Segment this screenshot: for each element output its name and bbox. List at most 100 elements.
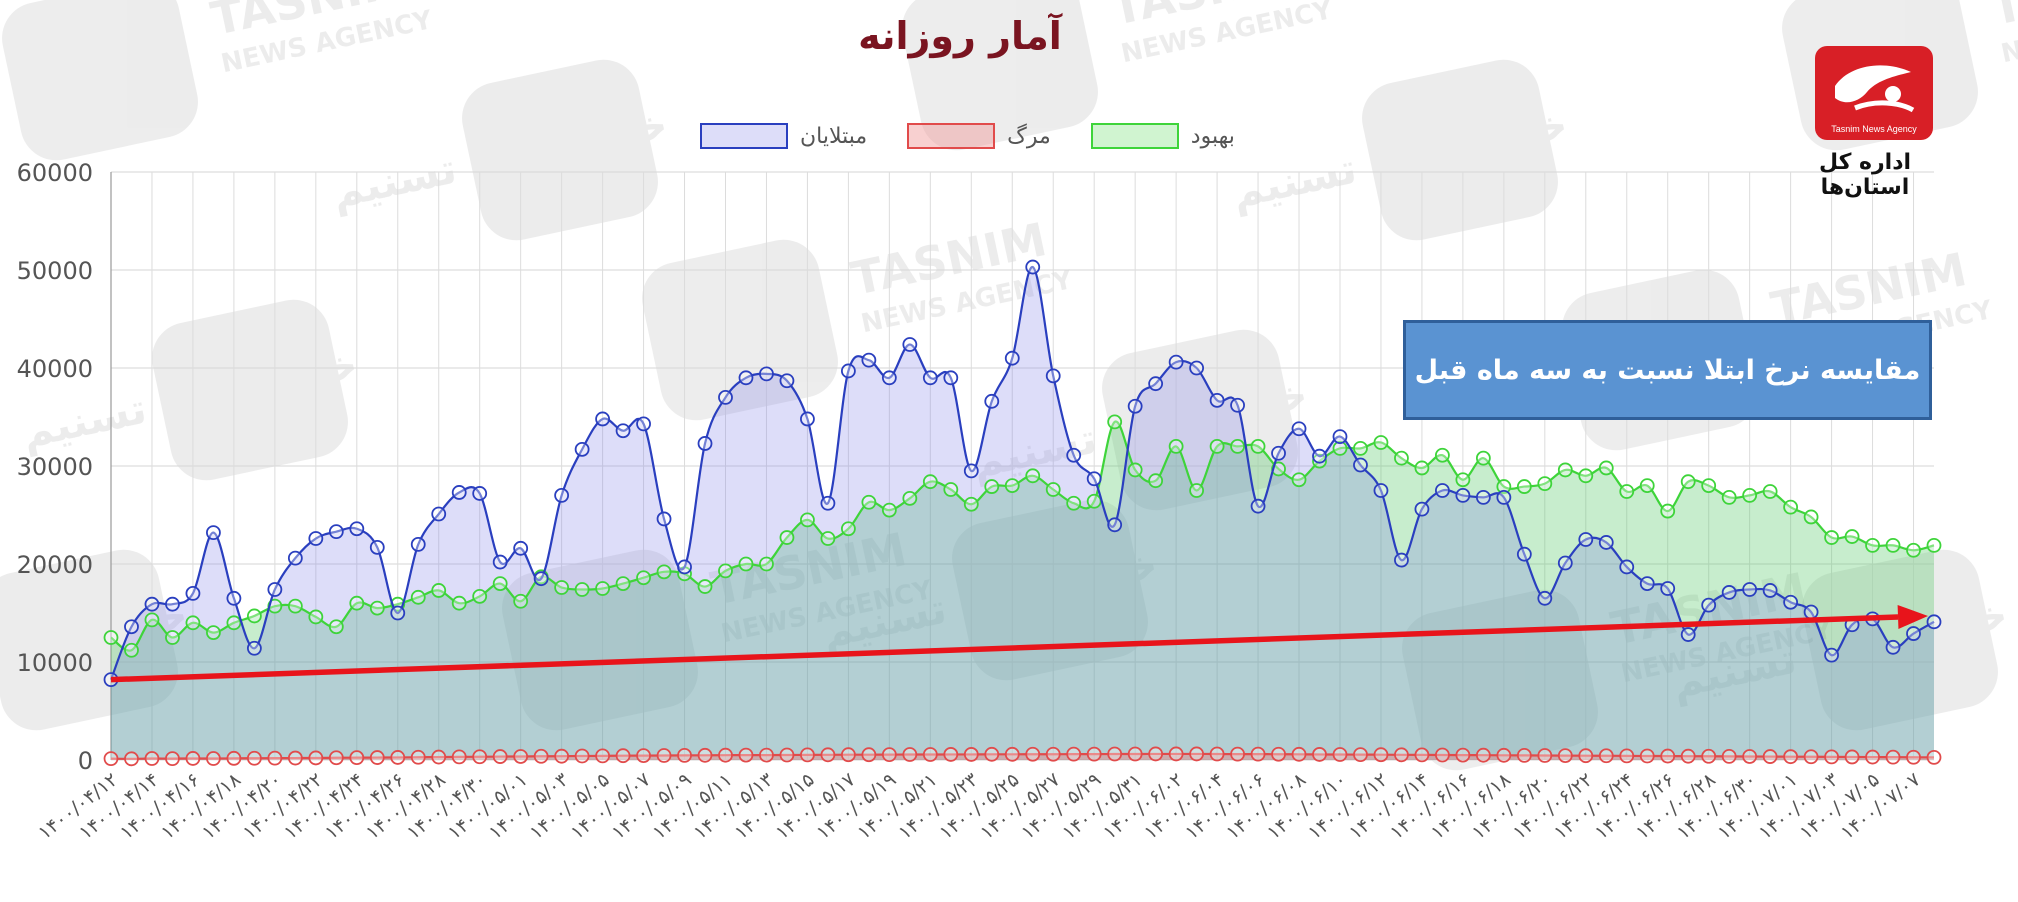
data-point-death[interactable] [881, 747, 897, 763]
data-point-death[interactable] [615, 748, 631, 764]
data-point-recovered[interactable] [1435, 447, 1450, 463]
data-point-recovered[interactable] [820, 531, 836, 546]
data-point-infected[interactable] [800, 411, 815, 427]
data-point-death[interactable] [1824, 749, 1839, 765]
data-point-death[interactable] [1127, 746, 1143, 762]
data-point-recovered[interactable] [1168, 438, 1184, 454]
data-point-infected[interactable] [267, 582, 283, 597]
data-point-infected[interactable] [677, 559, 692, 575]
data-point-infected[interactable] [1537, 590, 1553, 606]
data-point-death[interactable] [1783, 749, 1799, 765]
data-point-infected[interactable] [615, 423, 631, 439]
data-point-infected[interactable] [206, 525, 221, 541]
data-point-infected[interactable] [1516, 546, 1532, 562]
data-point-infected[interactable] [861, 352, 877, 368]
data-point-infected[interactable] [472, 486, 488, 501]
data-point-death[interactable] [1148, 746, 1164, 762]
data-point-death[interactable] [472, 749, 488, 765]
data-point-infected[interactable] [1578, 532, 1594, 547]
data-point-infected[interactable] [1906, 626, 1921, 641]
data-point-death[interactable] [820, 747, 836, 763]
data-point-infected[interactable] [1414, 501, 1430, 517]
data-point-infected[interactable] [144, 596, 160, 612]
data-point-infected[interactable] [533, 571, 549, 587]
data-point-recovered[interactable] [963, 496, 979, 512]
data-point-death[interactable] [636, 748, 651, 763]
data-point-death[interactable] [1680, 748, 1696, 764]
data-point-infected[interactable] [1660, 581, 1676, 596]
data-point-infected[interactable] [349, 521, 365, 537]
data-point-death[interactable] [1189, 746, 1205, 762]
data-point-recovered[interactable] [410, 589, 426, 605]
data-point-recovered[interactable] [1619, 484, 1635, 499]
data-point-recovered[interactable] [574, 582, 590, 597]
data-point-infected[interactable] [1250, 498, 1266, 514]
data-point-infected[interactable] [1045, 368, 1061, 384]
data-point-recovered[interactable] [636, 570, 651, 586]
data-point-death[interactable] [1004, 746, 1020, 762]
data-point-infected[interactable] [595, 411, 610, 427]
data-point-infected[interactable] [1394, 552, 1409, 568]
data-point-death[interactable] [1353, 747, 1368, 763]
data-point-death[interactable] [513, 749, 529, 764]
data-point-recovered[interactable] [922, 474, 938, 490]
data-point-infected[interactable] [902, 337, 918, 352]
data-point-death[interactable] [1312, 747, 1327, 762]
data-point-death[interactable] [1373, 747, 1389, 763]
data-point-infected[interactable] [1435, 483, 1450, 498]
data-point-recovered[interactable] [1783, 499, 1799, 515]
data-point-death[interactable] [246, 750, 262, 766]
data-point-recovered[interactable] [554, 580, 570, 595]
data-point-recovered[interactable] [881, 502, 897, 518]
data-point-death[interactable] [963, 747, 979, 762]
data-point-recovered[interactable] [1557, 462, 1573, 478]
data-point-infected[interactable] [718, 389, 733, 405]
legend-item-death[interactable]: مرگ [907, 123, 1051, 149]
data-point-death[interactable] [1598, 748, 1614, 764]
data-point-death[interactable] [1086, 746, 1102, 762]
data-point-infected[interactable] [1373, 483, 1389, 498]
data-point-infected[interactable] [1721, 585, 1737, 600]
data-point-recovered[interactable] [1148, 473, 1164, 489]
data-point-death[interactable] [144, 751, 160, 766]
data-point-death[interactable] [1619, 748, 1635, 764]
data-point-recovered[interactable] [1803, 509, 1819, 525]
data-point-recovered[interactable] [369, 600, 385, 616]
data-point-infected[interactable] [1107, 517, 1123, 533]
data-point-recovered[interactable] [1291, 472, 1307, 488]
data-point-recovered[interactable] [1230, 438, 1245, 454]
data-point-death[interactable] [492, 749, 508, 764]
data-point-infected[interactable] [1025, 259, 1041, 275]
data-point-death[interactable] [390, 750, 406, 765]
data-point-death[interactable] [1639, 748, 1655, 764]
data-point-infected[interactable] [1455, 487, 1471, 503]
data-point-infected[interactable] [390, 605, 406, 621]
data-point-infected[interactable] [1742, 582, 1758, 597]
data-point-recovered[interactable] [492, 576, 508, 591]
data-point-recovered[interactable] [615, 576, 631, 591]
data-point-recovered[interactable] [1045, 482, 1061, 497]
data-point-infected[interactable] [287, 550, 303, 566]
data-point-infected[interactable] [1619, 559, 1635, 575]
data-point-death[interactable] [595, 748, 610, 764]
data-point-infected[interactable] [738, 370, 754, 386]
data-point-infected[interactable] [410, 537, 426, 552]
data-point-recovered[interactable] [1660, 503, 1676, 519]
data-point-death[interactable] [738, 747, 754, 763]
data-point-recovered[interactable] [144, 612, 160, 628]
data-point-recovered[interactable] [656, 564, 672, 580]
legend-item-infected[interactable]: مبتلایان [700, 123, 867, 149]
data-point-recovered[interactable] [1353, 440, 1368, 456]
data-point-recovered[interactable] [431, 583, 447, 598]
data-point-recovered[interactable] [1516, 479, 1532, 494]
data-point-recovered[interactable] [1066, 495, 1082, 511]
data-point-infected[interactable] [124, 619, 139, 635]
data-point-death[interactable] [677, 747, 692, 763]
data-point-infected[interactable] [246, 640, 262, 656]
data-point-death[interactable] [759, 747, 774, 763]
data-point-recovered[interactable] [1926, 537, 1942, 553]
data-point-death[interactable] [1107, 746, 1123, 762]
data-point-recovered[interactable] [1414, 460, 1430, 476]
data-point-death[interactable] [1066, 746, 1082, 762]
data-point-recovered[interactable] [1906, 542, 1921, 558]
